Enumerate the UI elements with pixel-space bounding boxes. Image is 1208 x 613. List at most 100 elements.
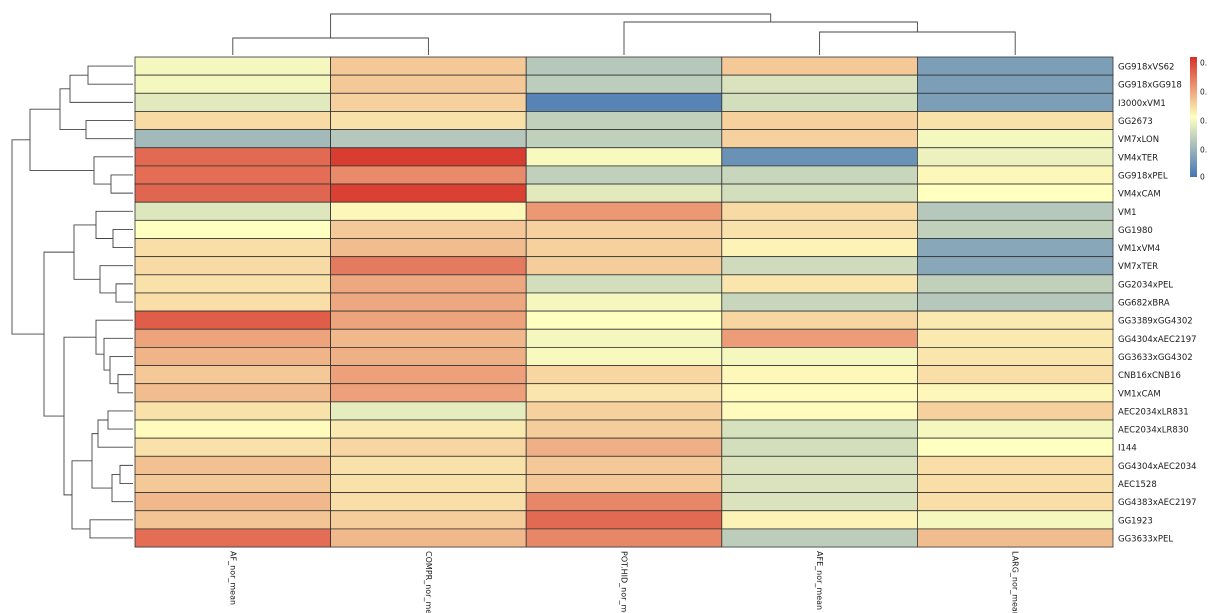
heatmap-cell [330, 201, 527, 221]
heatmap-cell [721, 111, 918, 130]
heatmap-cell [134, 147, 332, 167]
heatmap-cell [330, 129, 527, 149]
heatmap-cell [525, 492, 723, 512]
heatmap-cell [330, 56, 527, 76]
legend-tick-label: 0. [1200, 59, 1207, 68]
dendrogram-branch [95, 210, 133, 239]
row-label: GG3389xGG4302 [1118, 317, 1193, 327]
heatmap-cell [721, 401, 918, 421]
heatmap-cell [917, 147, 1114, 167]
dendrogram-branch [11, 139, 44, 335]
heatmap-cell [721, 92, 918, 112]
heatmap-cell [721, 56, 918, 76]
heatmap-cell [525, 419, 723, 439]
heatmap-cell [525, 219, 723, 239]
heatmap-cell [917, 437, 1114, 457]
column-label: POT.HID_nor_me [620, 551, 629, 613]
row-label: GG682xBRA [1118, 299, 1170, 309]
heatmap-cells [134, 56, 1114, 548]
heatmap-cell [721, 437, 918, 457]
heatmap-cell [330, 510, 527, 530]
column-dendrogram [232, 13, 1016, 55]
column-label: COMPR_nor_mea [424, 551, 433, 613]
heatmap-cell [721, 328, 918, 348]
row-label: VM1xVM4 [1118, 244, 1160, 254]
heatmap-cell [721, 474, 918, 494]
row-label: GG2034xPEL [1118, 280, 1173, 290]
row-label: VM4xTER [1118, 153, 1158, 163]
heatmap-cell [330, 401, 527, 421]
heatmap-cell [330, 365, 527, 385]
heatmap-cell [721, 201, 918, 221]
heatmap-cell [525, 474, 723, 494]
heatmap-cell [525, 129, 723, 149]
heatmap-cell [134, 328, 332, 348]
heatmap-cell [134, 474, 332, 494]
heatmap-cell [525, 346, 723, 366]
heatmap-cell [134, 419, 332, 439]
heatmap-cell [721, 165, 918, 185]
dendrogram-branch [110, 174, 133, 194]
row-dendrogram [11, 65, 133, 539]
row-label: GG1980 [1118, 226, 1153, 236]
heatmap-cell [134, 437, 332, 457]
row-label: GG2673 [1118, 117, 1153, 127]
heatmap-cell [525, 365, 723, 385]
dendrogram-branch [87, 65, 133, 85]
heatmap-cell [525, 147, 723, 167]
row-label: AEC1528 [1118, 480, 1157, 490]
heatmap-cell [721, 346, 918, 366]
heatmap-cell [134, 201, 332, 221]
row-labels: GG918xVS62 GG918xGG918 I3000xVM1 GG2673 VM7x… [1118, 63, 1197, 545]
dendrogram-branch [115, 283, 133, 303]
heatmap-cell [134, 92, 332, 112]
column-labels: AF_nor_mean COMPR_nor_mea POT.HID_nor_me AF… [228, 551, 1019, 613]
heatmap-cell [134, 74, 332, 94]
heatmap-cell [917, 74, 1114, 94]
dendrogram-branch [117, 374, 133, 394]
heatmap-cell [330, 328, 527, 348]
dendrogram-branch [95, 319, 133, 355]
heatmap-cell [917, 310, 1114, 330]
row-label: GG4304xAEC2197 [1118, 335, 1197, 345]
heatmap-cell [134, 401, 332, 421]
column-label: AF_nor_mean [228, 551, 237, 605]
heatmap-cell [721, 129, 918, 149]
heatmap-cell [134, 292, 332, 312]
heatmap-cell [134, 129, 332, 149]
row-label: GG4383xAEC2197 [1118, 498, 1197, 508]
heatmap-cell [917, 274, 1114, 294]
heatmap-cell [721, 492, 918, 512]
heatmap-cell [330, 147, 527, 167]
row-label: GG1923 [1118, 516, 1153, 526]
heatmap-cell [330, 383, 527, 403]
heatmap-cell [917, 256, 1114, 276]
heatmap-cell [525, 256, 723, 276]
heatmap-cell [917, 328, 1114, 348]
heatmap-cell [134, 238, 332, 258]
heatmap-cell [917, 492, 1114, 512]
row-label: GG4304xAEC2034 [1118, 462, 1197, 472]
heatmap-cell [134, 365, 332, 385]
heatmap-cell [721, 310, 918, 330]
heatmap-cell [134, 510, 332, 530]
dendrogram-branch [232, 37, 429, 55]
heatmap-cell [917, 455, 1114, 475]
heatmap-cell [525, 510, 723, 530]
heatmap-cell [917, 201, 1114, 221]
heatmap-cell [134, 274, 332, 294]
heatmap-cell [134, 383, 332, 403]
row-label: VM1xCAM [1118, 389, 1161, 399]
dendrogram-branch [97, 419, 133, 448]
heatmap-cell [134, 111, 332, 130]
heatmap-cell [330, 256, 527, 276]
heatmap-cell [525, 74, 723, 94]
heatmap-cell [917, 219, 1114, 239]
heatmap-cell [917, 474, 1114, 494]
heatmap-cell [525, 437, 723, 457]
heatmap-cell [917, 528, 1114, 548]
heatmap-cell [525, 292, 723, 312]
heatmap-cell [721, 510, 918, 530]
heatmap-cell [917, 383, 1114, 403]
